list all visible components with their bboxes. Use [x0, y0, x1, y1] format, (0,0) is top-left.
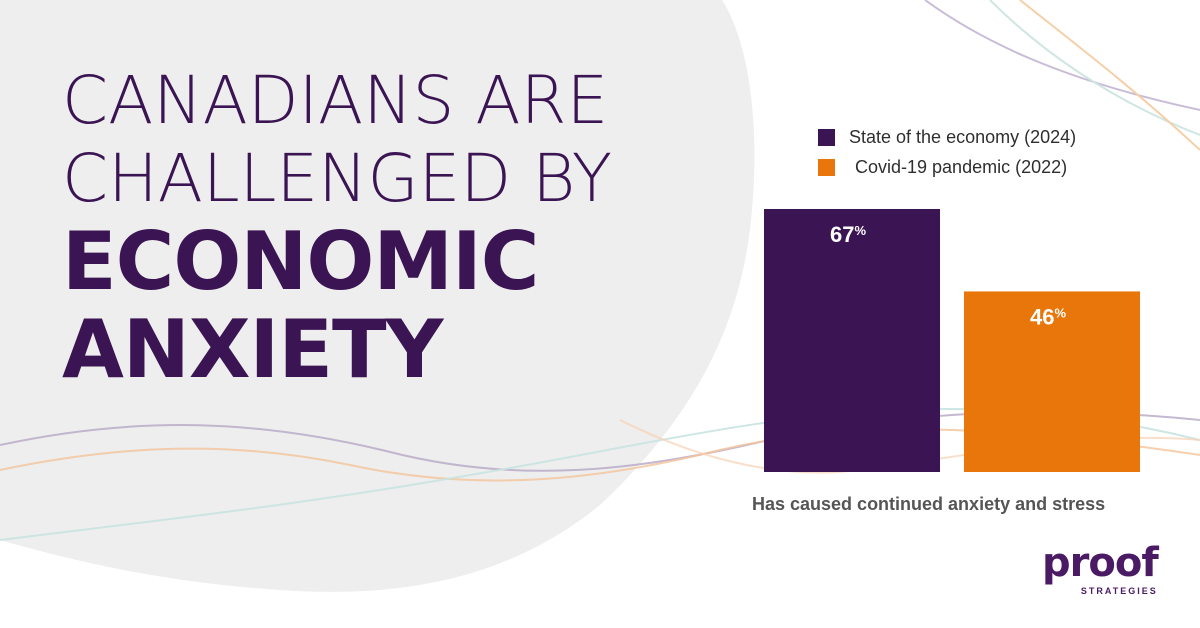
logo-wordmark: proof	[1042, 540, 1159, 586]
legend-label-economy: State of the economy (2024)	[849, 126, 1077, 147]
decorative-wave-top-orange	[1019, 0, 1200, 151]
headline-line-4: ANXIETY	[62, 303, 443, 396]
chart-legend: State of the economy (2024) Covid-19 pan…	[818, 122, 1076, 182]
bar-value-label-covid: 46%	[1030, 304, 1066, 329]
bar-value-label-economy: 67%	[830, 222, 866, 247]
background-blob	[0, 0, 755, 592]
headline-line-3: ECONOMIC	[62, 215, 539, 308]
headline: CANADIANS ARE CHALLENGED BY ECONOMIC ANX…	[62, 62, 612, 394]
legend-swatch-economy	[818, 128, 835, 146]
headline-line-2: CHALLENGED BY	[62, 140, 613, 217]
legend-swatch-covid	[818, 158, 835, 176]
logo-subtitle: STRATEGIES	[1080, 586, 1158, 596]
bar-covid	[964, 291, 1140, 472]
legend-label-covid: Covid-19 pandemic (2022)	[855, 156, 1068, 177]
decorative-wave-top-purple	[924, 0, 1200, 111]
legend-item-economy: State of the economy (2024)	[818, 122, 1076, 152]
legend-item-covid: Covid-19 pandemic (2022)	[818, 152, 1076, 182]
proof-strategies-logo: proof STRATEGIES	[1042, 540, 1159, 596]
headline-line-1: CANADIANS ARE	[62, 62, 609, 139]
bar-economy	[764, 209, 940, 472]
chart-category-label: Has caused continued anxiety and stress	[752, 494, 1106, 514]
